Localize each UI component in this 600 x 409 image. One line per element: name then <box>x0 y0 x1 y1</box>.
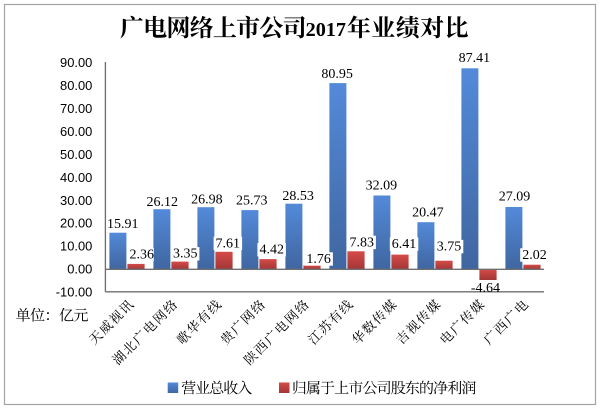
svg-text:80.95: 80.95 <box>321 67 353 82</box>
svg-text:3.35: 3.35 <box>173 247 198 262</box>
svg-text:80.00: 80.00 <box>60 78 92 93</box>
svg-text:1.76: 1.76 <box>306 252 331 267</box>
svg-text:87.41: 87.41 <box>459 51 491 66</box>
svg-text:7.83: 7.83 <box>349 235 374 250</box>
svg-text:27.09: 27.09 <box>499 189 531 204</box>
svg-text:40.00: 40.00 <box>60 170 92 185</box>
svg-text:50.00: 50.00 <box>60 147 92 162</box>
svg-text:2.36: 2.36 <box>130 248 155 263</box>
svg-text:2.02: 2.02 <box>522 248 547 263</box>
svg-text:26.12: 26.12 <box>146 195 178 210</box>
svg-text:32.09: 32.09 <box>366 179 398 194</box>
svg-text:15.91: 15.91 <box>107 217 139 232</box>
svg-text:30.00: 30.00 <box>60 193 92 208</box>
svg-text:7.61: 7.61 <box>216 236 241 251</box>
svg-text:28.53: 28.53 <box>282 189 314 204</box>
svg-text:-10.00: -10.00 <box>56 285 93 300</box>
svg-text:25.73: 25.73 <box>236 193 268 208</box>
svg-text:6.41: 6.41 <box>392 237 417 252</box>
svg-text:2017: 2017 <box>306 19 346 41</box>
svg-text:26.98: 26.98 <box>191 193 223 208</box>
svg-text:0.00: 0.00 <box>67 262 92 277</box>
svg-text:10.00: 10.00 <box>60 239 92 254</box>
svg-text:4.42: 4.42 <box>259 243 284 258</box>
svg-text:60.00: 60.00 <box>60 124 92 139</box>
svg-text:90.00: 90.00 <box>60 55 92 70</box>
svg-text:20.47: 20.47 <box>412 206 444 221</box>
svg-text:-4.64: -4.64 <box>471 281 500 296</box>
svg-text:20.00: 20.00 <box>60 216 92 231</box>
svg-text:70.00: 70.00 <box>60 101 92 116</box>
svg-text:3.75: 3.75 <box>437 240 462 255</box>
